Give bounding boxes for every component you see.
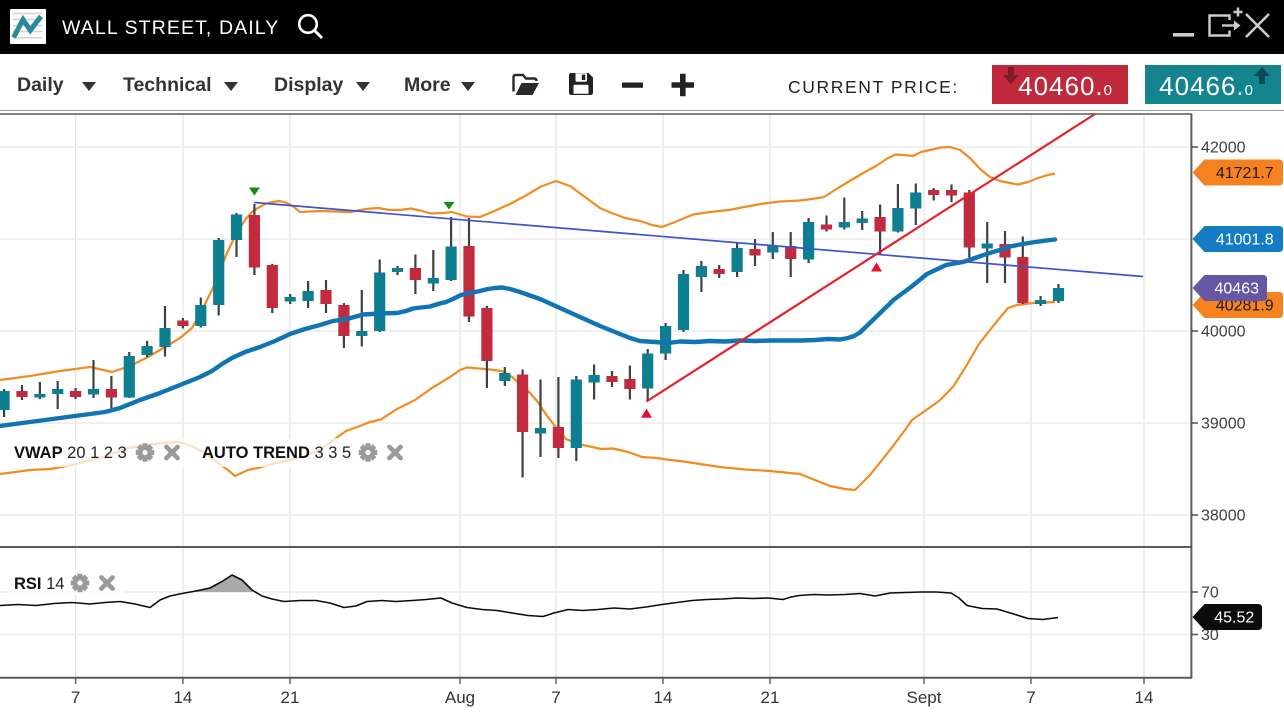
svg-text:14: 14 [1135,688,1154,707]
svg-text:7: 7 [71,688,80,707]
svg-text:40463: 40463 [1215,281,1260,298]
svg-text:42000: 42000 [1201,140,1246,157]
svg-text:41721.7: 41721.7 [1216,165,1274,182]
svg-text:40281.9: 40281.9 [1216,298,1274,315]
svg-text:Aug: Aug [445,688,475,707]
svg-text:21: 21 [281,688,300,707]
svg-text:30: 30 [1201,627,1219,644]
svg-text:21: 21 [761,688,780,707]
svg-text:AUTO TREND 3 3 5: AUTO TREND 3 3 5 [202,444,351,462]
svg-text:14: 14 [173,688,192,707]
svg-text:41001.8: 41001.8 [1216,232,1274,249]
svg-text:7: 7 [1026,688,1035,707]
svg-text:14: 14 [654,688,673,707]
svg-text:70: 70 [1201,585,1219,602]
svg-text:VWAP 20 1 2 3: VWAP 20 1 2 3 [14,444,127,462]
svg-text:39000: 39000 [1201,416,1246,433]
svg-text:40000: 40000 [1201,324,1246,341]
svg-text:RSI 14: RSI 14 [14,575,64,593]
svg-text:Sept: Sept [907,688,942,707]
svg-text:45.52: 45.52 [1214,610,1254,627]
svg-text:38000: 38000 [1201,508,1246,525]
svg-text:7: 7 [551,688,560,707]
